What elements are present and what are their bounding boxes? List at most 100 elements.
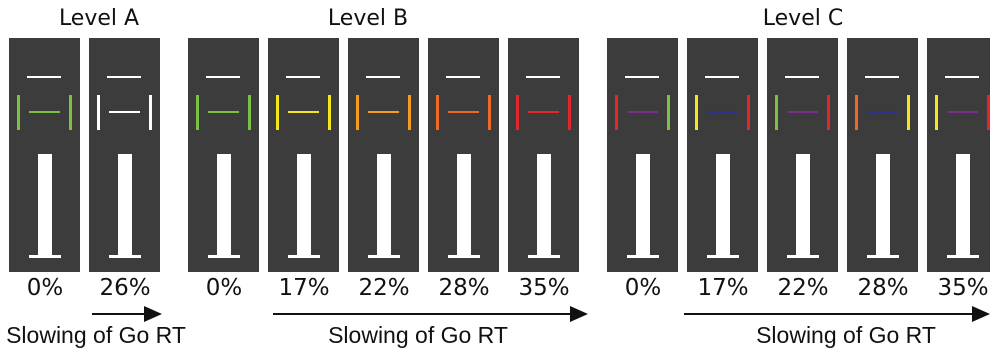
- top-marker: [206, 76, 240, 78]
- signal-line: [947, 111, 978, 113]
- bracket-left: [196, 95, 199, 130]
- bracket-left: [356, 95, 359, 130]
- percent-label: 35%: [937, 275, 989, 301]
- level-title: Level A: [58, 6, 140, 31]
- top-marker: [286, 76, 320, 78]
- bar-base: [368, 255, 400, 258]
- bracket-right: [248, 95, 251, 130]
- bracket-right: [328, 95, 331, 130]
- fill-bar: [636, 154, 650, 255]
- signal-line: [109, 111, 140, 113]
- progression-arrow: [273, 306, 588, 322]
- bracket-left: [17, 95, 20, 130]
- bracket-right: [667, 95, 670, 130]
- fill-bar: [217, 154, 231, 255]
- fill-bar: [796, 154, 810, 255]
- slowing-caption: Slowing of Go RT: [328, 322, 508, 348]
- percent-label: 28%: [438, 275, 490, 301]
- bar-base: [947, 255, 979, 258]
- bracket-right: [987, 95, 990, 130]
- fill-bar: [956, 154, 970, 255]
- percent-label: 17%: [697, 275, 749, 301]
- bar-base: [707, 255, 739, 258]
- fill-bar: [716, 154, 730, 255]
- fill-bar: [38, 154, 52, 255]
- top-marker: [366, 76, 400, 78]
- bracket-left: [276, 95, 279, 130]
- fill-bar: [876, 154, 890, 255]
- progression-arrow: [92, 306, 162, 322]
- percent-label: 0%: [624, 275, 662, 301]
- signal-line: [29, 111, 60, 113]
- percent-label: 0%: [26, 275, 64, 301]
- top-marker: [107, 76, 141, 78]
- stimulus-panel: [9, 38, 80, 272]
- bracket-left: [935, 95, 938, 130]
- bar-base: [528, 255, 560, 258]
- stimulus-panel: [767, 38, 838, 272]
- bracket-right: [69, 95, 72, 130]
- percent-label: 26%: [99, 275, 151, 301]
- bracket-left: [97, 95, 100, 130]
- fill-bar: [297, 154, 311, 255]
- bar-base: [288, 255, 320, 258]
- arrow-head: [144, 306, 162, 322]
- stimulus-panel: [847, 38, 918, 272]
- slowing-caption: Slowing of Go RT: [756, 322, 936, 348]
- progression-arrow: [684, 306, 990, 322]
- top-marker: [625, 76, 659, 78]
- bracket-right: [488, 95, 491, 130]
- stimulus-panel: [89, 38, 160, 272]
- stimulus-panel: [687, 38, 758, 272]
- signal-line: [707, 111, 738, 113]
- bar-base: [109, 255, 141, 258]
- bracket-left: [855, 95, 858, 130]
- stimulus-panel: [607, 38, 678, 272]
- arrow-head: [570, 306, 588, 322]
- top-marker: [446, 76, 480, 78]
- stimulus-panel: [268, 38, 339, 272]
- top-marker: [865, 76, 899, 78]
- top-marker: [785, 76, 819, 78]
- signal-line: [288, 111, 319, 113]
- bracket-right: [568, 95, 571, 130]
- stimulus-panel: [428, 38, 499, 272]
- percent-label: 17%: [278, 275, 330, 301]
- signal-line: [368, 111, 399, 113]
- bar-base: [867, 255, 899, 258]
- top-marker: [705, 76, 739, 78]
- bracket-right: [747, 95, 750, 130]
- slowing-caption: Slowing of Go RT: [6, 322, 186, 348]
- level-title: Level B: [327, 6, 409, 31]
- fill-bar: [118, 154, 132, 255]
- percent-label: 0%: [205, 275, 243, 301]
- percent-label: 22%: [777, 275, 829, 301]
- bracket-left: [615, 95, 618, 130]
- signal-line: [528, 111, 559, 113]
- top-marker: [27, 76, 61, 78]
- signal-line: [867, 111, 898, 113]
- signal-line: [787, 111, 818, 113]
- fill-bar: [537, 154, 551, 255]
- bar-base: [448, 255, 480, 258]
- bracket-right: [408, 95, 411, 130]
- bar-base: [29, 255, 61, 258]
- fill-bar: [377, 154, 391, 255]
- level-title: Level C: [762, 6, 844, 31]
- percent-label: 28%: [857, 275, 909, 301]
- signal-line: [627, 111, 658, 113]
- percent-label: 35%: [518, 275, 570, 301]
- top-marker: [526, 76, 560, 78]
- bar-base: [627, 255, 659, 258]
- bracket-left: [695, 95, 698, 130]
- fill-bar: [457, 154, 471, 255]
- stimulus-panel: [188, 38, 259, 272]
- stimulus-panel: [348, 38, 419, 272]
- bracket-left: [775, 95, 778, 130]
- percent-label: 22%: [358, 275, 410, 301]
- bracket-right: [907, 95, 910, 130]
- bar-base: [208, 255, 240, 258]
- signal-line: [208, 111, 239, 113]
- bracket-right: [149, 95, 152, 130]
- stimulus-panel: [927, 38, 990, 272]
